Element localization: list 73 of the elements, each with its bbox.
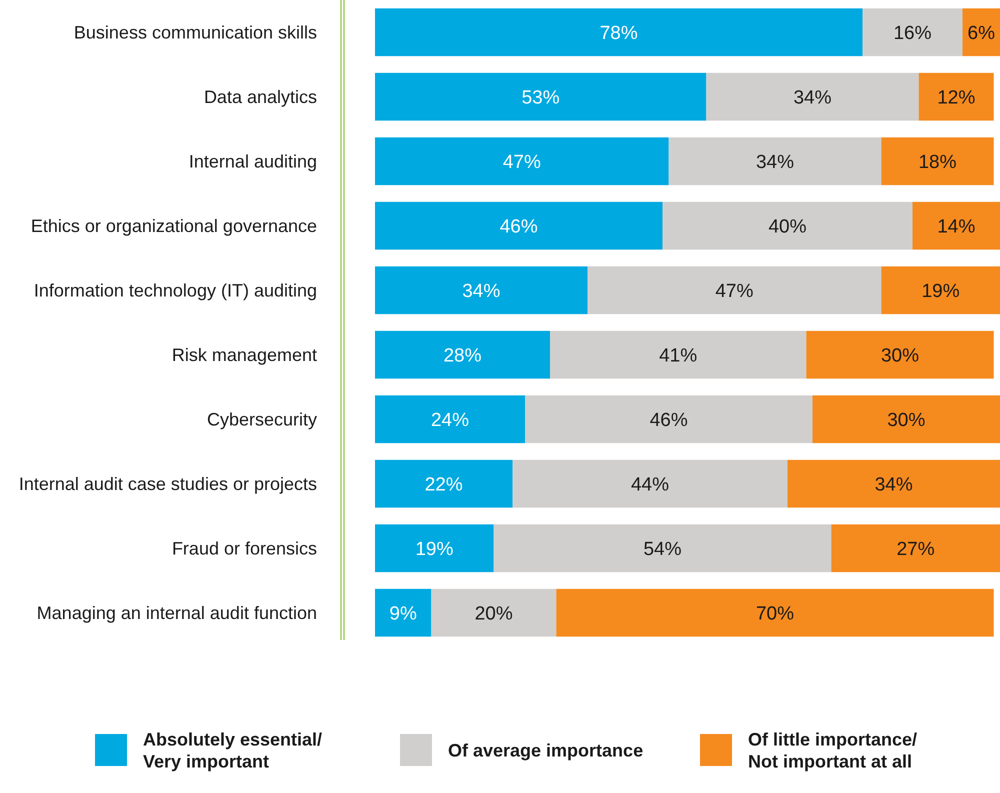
bar xyxy=(375,72,706,121)
data-label: 27% xyxy=(896,538,935,560)
y-tick-label: Business communication skills xyxy=(74,22,317,43)
y-tick-label: Information technology (IT) auditing xyxy=(34,280,317,301)
bar xyxy=(862,8,962,56)
bar xyxy=(375,395,525,444)
bar xyxy=(962,8,1000,56)
bar xyxy=(812,395,1000,444)
bar xyxy=(556,588,994,637)
y-tick-label: Data analytics xyxy=(204,87,317,108)
data-label: 47% xyxy=(502,152,541,173)
bar xyxy=(375,460,512,508)
data-label: 34% xyxy=(793,87,832,108)
data-label: 28% xyxy=(443,345,482,366)
bar xyxy=(375,330,550,379)
y-tick-label: Internal auditing xyxy=(188,152,317,172)
bar xyxy=(831,524,1000,572)
data-label: 6% xyxy=(968,22,996,44)
data-label: 18% xyxy=(918,152,957,173)
bar xyxy=(375,8,862,56)
data-label: 53% xyxy=(522,87,560,108)
bar xyxy=(550,330,806,379)
data-label: 78% xyxy=(600,22,638,44)
bar xyxy=(525,395,812,444)
y-tick-label: Risk management xyxy=(172,345,317,366)
data-label: 16% xyxy=(893,22,932,44)
data-label: 46% xyxy=(500,216,538,238)
bar xyxy=(375,588,432,637)
data-label: 14% xyxy=(937,216,976,238)
bar xyxy=(912,202,1000,250)
data-label: 19% xyxy=(922,280,960,302)
data-label: 54% xyxy=(643,538,682,560)
bar xyxy=(918,72,994,121)
bar xyxy=(662,202,912,250)
data-label: 47% xyxy=(715,280,754,302)
data-label: 70% xyxy=(756,603,794,624)
data-label: 24% xyxy=(430,410,470,431)
bar xyxy=(375,266,588,314)
data-label: 12% xyxy=(937,87,976,108)
bar xyxy=(881,266,1000,314)
bar xyxy=(494,524,832,572)
legend-label: Absolutely essential/ Very important xyxy=(143,729,322,772)
bar xyxy=(706,72,919,121)
bar xyxy=(668,137,882,186)
data-label: 20% xyxy=(474,603,513,624)
data-label: 30% xyxy=(880,345,920,366)
legend-label: Of little importance/ Not important at all xyxy=(748,729,918,772)
y-tick-label: Cybersecurity xyxy=(206,410,317,430)
bar xyxy=(881,137,994,186)
data-label: 22% xyxy=(424,474,463,496)
y-tick-label: Ethics or organizational governance xyxy=(30,216,317,236)
data-label: 30% xyxy=(887,410,926,431)
bar xyxy=(375,524,494,572)
bar xyxy=(588,266,882,314)
data-label: 9% xyxy=(389,603,417,624)
y-tick-label: Fraud or forensics xyxy=(172,538,317,559)
data-label: 44% xyxy=(630,474,670,496)
data-label: 46% xyxy=(650,410,688,431)
data-label: 34% xyxy=(874,474,913,496)
bar xyxy=(431,588,556,637)
data-label: 41% xyxy=(659,345,698,366)
bar xyxy=(512,460,788,508)
data-label: 40% xyxy=(768,216,807,238)
bar xyxy=(788,460,1000,508)
bar xyxy=(375,137,669,186)
y-tick-label: Managing an internal audit function xyxy=(36,603,317,624)
bar xyxy=(375,202,662,250)
data-label: 34% xyxy=(462,280,500,302)
bar xyxy=(806,330,994,379)
legend-label: Of average importance xyxy=(448,740,644,760)
data-label: 19% xyxy=(415,538,454,560)
y-tick-label: Internal audit case studies or projects xyxy=(18,474,317,494)
data-label: 34% xyxy=(756,152,794,173)
